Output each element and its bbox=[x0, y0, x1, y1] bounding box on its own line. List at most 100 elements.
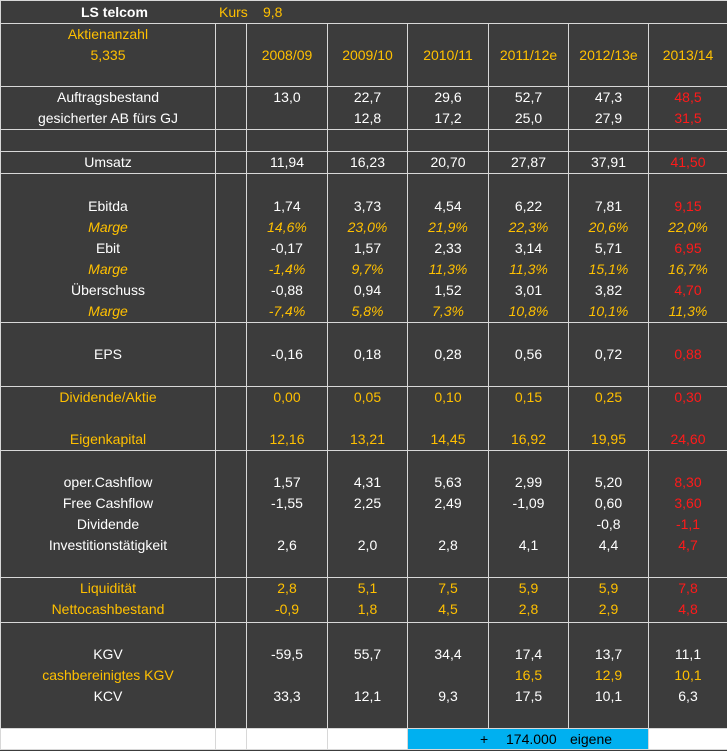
cell bbox=[490, 514, 568, 535]
cell: 5,9 bbox=[518, 580, 539, 596]
cell: 3,82 bbox=[594, 282, 623, 298]
row-label: Dividende/Aktie bbox=[59, 389, 157, 405]
year-header: 2008/09 bbox=[261, 47, 313, 63]
cell: 0,25 bbox=[594, 389, 623, 405]
cell: -1,1 bbox=[675, 516, 701, 532]
year-header: 2013/14 bbox=[662, 47, 714, 63]
cell bbox=[409, 665, 488, 686]
cell: 6,22 bbox=[514, 198, 543, 214]
cell: 0,18 bbox=[353, 346, 382, 362]
cell: 14,45 bbox=[430, 431, 466, 447]
cell: -0,17 bbox=[271, 240, 303, 256]
row-label: Eigenkapital bbox=[69, 431, 147, 447]
cell: 10,8% bbox=[508, 303, 549, 319]
row-label: Überschuss bbox=[71, 282, 145, 298]
row-label: Marge bbox=[88, 261, 128, 277]
cell: 16,23 bbox=[349, 154, 386, 170]
title-row: LS telcom Kurs 9,8 bbox=[0, 0, 727, 24]
row-label: Free Cashflow bbox=[62, 495, 154, 511]
cell: 9,7% bbox=[351, 261, 384, 277]
cell bbox=[248, 665, 327, 686]
cell: 11,3% bbox=[428, 261, 468, 277]
cell: 20,70 bbox=[430, 154, 466, 170]
cell: 5,71 bbox=[594, 240, 623, 256]
cell: -0,8 bbox=[596, 516, 621, 532]
cell: 6,3 bbox=[678, 688, 698, 704]
cell: 11,1 bbox=[674, 646, 702, 662]
cell: 37,91 bbox=[590, 154, 627, 170]
cell: 13,7 bbox=[594, 646, 623, 662]
cell: 0,10 bbox=[434, 389, 462, 405]
cell: 7,3% bbox=[432, 303, 464, 319]
cell: 4,31 bbox=[353, 474, 382, 490]
cell: 3,73 bbox=[353, 198, 382, 214]
header-row: Aktienanzahl 5,335 2008/09 2009/10 2010/… bbox=[0, 23, 727, 87]
cell: 23,0% bbox=[347, 219, 388, 235]
row-label: Marge bbox=[88, 219, 128, 235]
cell: 2,8 bbox=[518, 601, 539, 617]
cell: 29,6 bbox=[434, 89, 462, 105]
row-label: Umsatz bbox=[84, 154, 132, 170]
kurs-label: Kurs bbox=[219, 4, 248, 20]
cell: 3,01 bbox=[514, 282, 543, 298]
cell bbox=[248, 514, 327, 535]
cell: 19,95 bbox=[590, 431, 627, 447]
cell: 13,0 bbox=[273, 89, 301, 105]
cell: 24,60 bbox=[670, 431, 706, 447]
cell: 9,3 bbox=[438, 688, 458, 704]
cell: 4,7 bbox=[678, 537, 698, 553]
aktienanzahl-label: Aktienanzahl bbox=[67, 26, 149, 42]
cell: 2,6 bbox=[277, 537, 297, 553]
cell: 20,6% bbox=[588, 219, 629, 235]
year-header: 2010/11 bbox=[423, 47, 473, 63]
cell: 1,74 bbox=[273, 198, 301, 214]
cell: 16,92 bbox=[510, 431, 547, 447]
row-label: Liquidität bbox=[79, 580, 137, 596]
cell: 25,0 bbox=[514, 110, 543, 126]
cell: 2,25 bbox=[353, 495, 382, 511]
cell: 10,1 bbox=[674, 667, 702, 683]
footer-label: eigene Aktien bbox=[570, 731, 613, 747]
cell: 0,72 bbox=[594, 346, 623, 362]
kurs-value: 9,8 bbox=[263, 4, 283, 20]
cell: 33,3 bbox=[273, 688, 301, 704]
row-label: Dividende bbox=[76, 516, 140, 532]
cell: 1,57 bbox=[353, 240, 382, 256]
cell: 55,7 bbox=[353, 646, 382, 662]
cell: 2,49 bbox=[434, 495, 462, 511]
cell bbox=[329, 514, 407, 535]
cell: 1,52 bbox=[434, 282, 462, 298]
row-label: cashbereinigtes KGV bbox=[42, 667, 174, 683]
cell: 47,3 bbox=[594, 89, 623, 105]
cell: 11,3% bbox=[509, 261, 548, 277]
cell: -0,9 bbox=[274, 601, 300, 617]
cell: 1,57 bbox=[273, 474, 301, 490]
cell: 0,94 bbox=[353, 282, 382, 298]
cell: 6,95 bbox=[674, 240, 702, 256]
cell: 3,14 bbox=[514, 240, 543, 256]
cell: 1,8 bbox=[357, 601, 378, 617]
cell: 12,1 bbox=[353, 688, 382, 704]
row-label: Marge bbox=[88, 303, 128, 319]
cell: 2,99 bbox=[514, 474, 543, 490]
cell: 0,00 bbox=[273, 389, 301, 405]
row-label: Ebit bbox=[95, 240, 121, 256]
cell: 34,4 bbox=[434, 646, 462, 662]
cell: 48,5 bbox=[674, 89, 702, 105]
row-label: EPS bbox=[93, 346, 122, 362]
cell: 0,05 bbox=[353, 389, 382, 405]
cell: 4,8 bbox=[678, 601, 698, 617]
cell: 21,9% bbox=[428, 219, 468, 235]
cell: 5,20 bbox=[594, 474, 623, 490]
cell: 17,2 bbox=[434, 110, 462, 126]
cell bbox=[329, 665, 407, 686]
cell: 4,70 bbox=[674, 282, 702, 298]
year-header: 2009/10 bbox=[342, 47, 393, 63]
cell: 2,33 bbox=[434, 240, 462, 256]
cell: 8,30 bbox=[674, 474, 702, 490]
cell: 52,7 bbox=[514, 89, 543, 105]
cell: 5,9 bbox=[598, 580, 619, 596]
cell: 2,8 bbox=[277, 580, 297, 596]
cell: 16,5 bbox=[514, 667, 543, 683]
cell: 0,56 bbox=[514, 346, 543, 362]
